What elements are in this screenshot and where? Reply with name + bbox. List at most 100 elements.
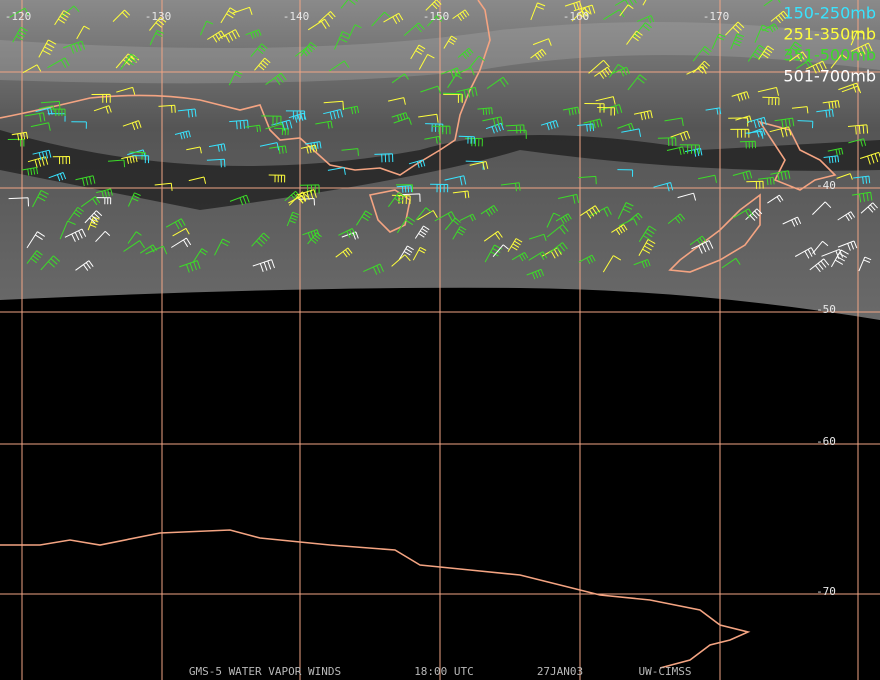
wind-barb [341,148,359,156]
wind-barb [571,7,591,22]
wind-barb [91,93,111,103]
wind-barb [747,44,767,62]
wind-barb [112,9,131,22]
wind-barb [583,118,603,130]
wind-barb [555,213,572,224]
wind-barb [546,212,561,228]
wind-barb [424,135,441,144]
wind-barb [443,93,463,103]
wind-barb [686,66,707,75]
wind-barb [251,232,270,247]
wind-barb [254,57,271,71]
wind-barb [782,216,802,227]
wind-barb [458,135,475,144]
wind-barb [796,59,813,70]
footer: GMS-5 WATER VAPOR WINDS 18:00 UTC 27JAN03 U… [189,665,692,678]
wind-barb [580,205,601,219]
footer-text: GMS-5 WATER VAPOR WINDS [189,665,341,678]
nz-north-coast [758,120,837,191]
wind-barb [121,154,138,164]
wind-barb [627,74,647,91]
wind-barb [374,153,394,163]
wind-barb [443,35,458,49]
wind-barb [54,10,71,26]
wind-barb [444,217,461,231]
footer-text: 27JAN03 [537,665,583,678]
wind-barb [245,124,261,133]
wind-barb [391,194,411,205]
wind-barb [594,66,613,79]
wind-barb [395,184,413,193]
wind-barb [745,208,763,221]
wind-barb [626,30,643,45]
grid-labels: -120 -130 -140 -150 -160 -170 -40 -50 -60 -70 [5,10,836,598]
wind-barb [47,57,70,69]
wind-barb [447,74,463,88]
wind-barb [123,240,146,252]
wind-barb [691,240,714,254]
wind-barb [858,256,872,272]
wind-barb [229,194,250,206]
wind-barb [315,120,333,129]
wind-barb [48,172,67,182]
wind-barb [469,161,489,170]
longitude-label: -170 [703,10,730,23]
wind-barb [145,245,168,255]
wind-barb [732,170,753,181]
wind-barb [791,106,809,114]
wind-barb [305,141,322,150]
wind-barb [452,190,470,199]
wind-barb [758,45,775,60]
wind-barb [286,211,300,227]
wind-barb [794,247,816,259]
wind-barb [442,92,462,102]
wind-barb [154,182,173,191]
wind-barb [809,258,830,273]
wind-barb [307,232,322,245]
wind-barb [548,242,568,254]
wind-barb [526,268,545,280]
wind-barb [30,122,51,131]
wind-barb [739,140,756,149]
wind-barb [757,87,779,96]
wind-barb [412,246,427,261]
wind-barb [784,41,802,57]
wind-barb [393,117,412,125]
wind-barb [71,121,87,129]
wind-barb [827,147,844,156]
wind-barb [859,151,880,165]
wind-barb [747,116,767,129]
legend-item: 501-700mb [783,67,876,86]
wind-barb [214,238,231,256]
wind-barb [511,251,529,262]
wind-barb [80,196,101,208]
wind-barb [259,142,280,151]
wind-barb [288,195,306,204]
wind-barb [261,115,282,126]
wind-barb [705,107,722,115]
wind-barb [391,112,409,122]
wind-barb [500,182,521,192]
wind-barb [633,259,651,269]
wind-barb [75,175,96,187]
wind-barb [638,239,656,256]
wind-barb [584,103,605,113]
wind-barb [40,255,61,271]
wind-barb [338,228,356,238]
wind-barb [149,17,167,31]
wind-barb [611,66,630,77]
wind-barb [52,156,71,165]
wind-barb [40,100,61,110]
wind-barb [459,213,476,222]
wind-barb [546,224,569,238]
wind-barb [480,204,499,217]
wind-barb [540,120,559,131]
wind-barb [577,123,595,132]
wind-barb [483,230,503,242]
wind-barb [812,201,832,215]
wind-barb [22,64,42,74]
wind-barb [617,169,634,177]
longitude-label: -140 [283,10,310,23]
wind-barb [608,63,625,78]
wind-barb [762,96,780,106]
